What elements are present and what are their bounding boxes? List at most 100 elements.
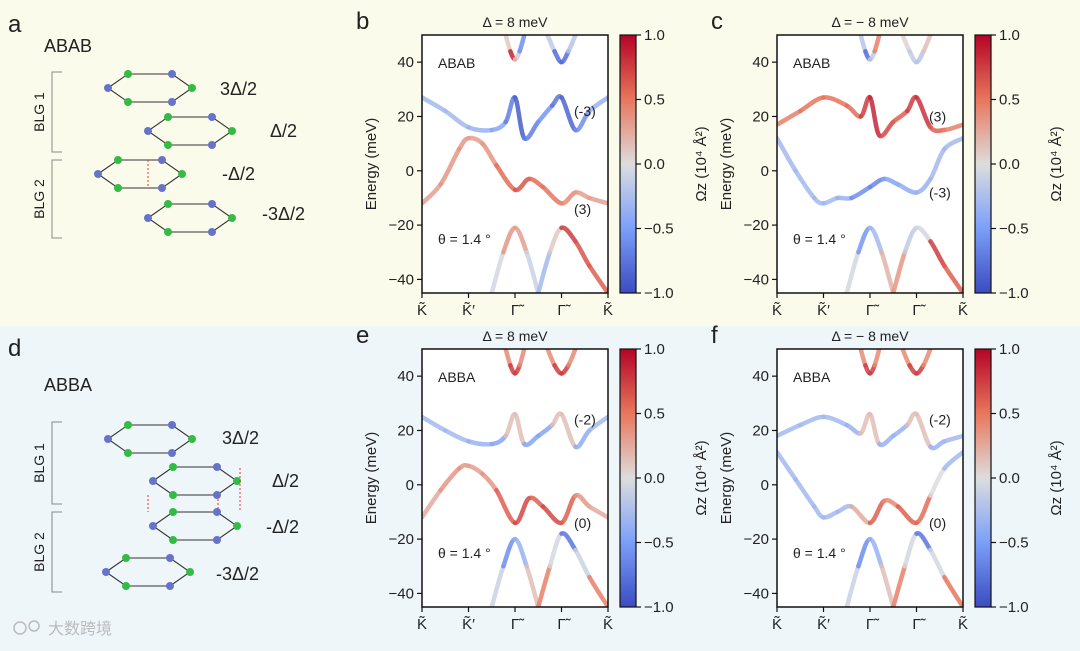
chart-e-band-5-segment	[512, 536, 529, 569]
chart-f-xtick-label: K̃′	[817, 616, 830, 633]
panel-c-letter: c	[711, 8, 723, 35]
panel-a-letter: a	[8, 11, 22, 38]
chart-c-chern-label-1: (3)	[929, 108, 946, 124]
chart-f-colorbar-tick-label: 1.0	[999, 341, 1020, 358]
abab-layer-2-atom	[164, 141, 172, 149]
abab-layer-4-atom	[164, 200, 172, 208]
chart-b-title: Δ = 8 meV	[483, 14, 549, 30]
chart-f-band-5-segment	[867, 536, 884, 569]
chart-f-band-3-segment	[872, 349, 882, 368]
abba-layer-4-ring	[105, 557, 191, 587]
panel-d-structure: d ABBA 3Δ/2 Δ/2 -Δ/2 -3Δ/2 BLG 1 BLG 2	[8, 335, 299, 593]
chart-b-colorbar-tick-label: −0.5	[644, 221, 674, 238]
panel-d-blg1-label: BLG 1	[31, 443, 47, 483]
abab-layer-3-ring	[97, 159, 183, 189]
chart-b-band-5-segment	[489, 250, 506, 293]
chart-b-theta-label: θ = 1.4 °	[438, 231, 491, 247]
chart-e-xtick-label: K̃′	[462, 616, 475, 633]
abab-layer-3-atom	[94, 170, 102, 178]
chart-e-band-2-segment	[422, 487, 443, 520]
abba-layer-3-atom	[233, 522, 241, 530]
abab-layer-2-atom	[208, 113, 216, 121]
chart-b-xtick-label: Γ̃	[511, 302, 525, 319]
chart-e-chern-label-1: (-2)	[574, 412, 596, 428]
chart-f-title: Δ = − 8 meV	[831, 328, 909, 344]
chart-c-band-6-segment	[942, 263, 963, 293]
abba-layer-3-atom	[169, 536, 177, 544]
panel-d-blg2-label: BLG 2	[31, 532, 47, 572]
chart-b-stack-label: ABAB	[438, 55, 475, 71]
chart-f-plot-area	[777, 349, 963, 607]
watermark-icon-2	[28, 620, 40, 632]
chart-e-xtick-label: K̃	[417, 616, 427, 633]
chart-c-colorbar	[974, 34, 992, 294]
chart-b-band-2-segment	[438, 146, 462, 187]
chart-f-band-2-segment	[914, 493, 933, 526]
chart-b-ylabel: Energy (meV)	[363, 118, 380, 211]
chart-b-band-2-segment	[587, 195, 608, 206]
chart-b-xtick-label: K̃′	[462, 302, 475, 319]
chart-f-ytick-label: 40	[752, 368, 769, 385]
chart-f-bands	[777, 349, 963, 607]
panel-d-letter: d	[8, 335, 21, 362]
chart-e-band-2-segment	[480, 471, 499, 493]
chart-f-ytick-label: −40	[744, 585, 769, 602]
abba-layer-1-atom	[124, 421, 132, 429]
chart-e-band-6-segment	[587, 574, 608, 607]
chart-b-band-2-segment	[480, 141, 499, 168]
abba-layer-2-atom	[213, 463, 221, 471]
abab-layer-2-atom	[208, 141, 216, 149]
chart-f-colorbar-tick-label: −0.5	[999, 535, 1029, 552]
abab-layer-2-atom	[228, 127, 236, 135]
chart-b-colorbar-label: Ωz (10⁴ Å²)	[693, 126, 710, 201]
chart-e-band-6-segment	[536, 564, 553, 607]
chart-c-band-5-segment	[844, 250, 861, 293]
abba-layer-3-atom	[213, 508, 221, 516]
watermark: 大数跨境	[13, 619, 112, 638]
chart-b-band-5-segment	[512, 225, 529, 255]
chart-c-ylabel: Energy (meV)	[718, 118, 735, 211]
chart-f-colorbar-tick-label: 0.5	[999, 406, 1020, 423]
chart-f-ytick-label: 20	[752, 422, 769, 439]
chart-f-band-6-segment	[914, 531, 933, 553]
chart-f-band-2-segment	[942, 449, 963, 471]
chart-c-band-3-segment	[872, 35, 882, 54]
chart-e-band-1-segment	[587, 414, 608, 433]
chart-e-ytick-label: −20	[389, 531, 414, 548]
abba-layer-4-atom	[166, 582, 174, 590]
chart-c-colorbar-tick-label: −0.5	[999, 221, 1029, 238]
chart-b-band-4-segment	[566, 35, 578, 54]
panel-f-letter: f	[711, 322, 718, 349]
panel-a-layer-1-label: 3Δ/2	[220, 79, 257, 99]
chart-c-xtick-label: K̃	[958, 302, 968, 319]
chart-c-ytick-label: 20	[752, 108, 769, 125]
chart-c-xtick-label: Γ̃	[866, 302, 880, 319]
chart-b-chern-label-1: (-3)	[574, 103, 596, 119]
chart-b-ytick-label: −20	[389, 217, 414, 234]
chart-c-band-1-segment	[777, 108, 803, 127]
chart-b-band-6-segment	[573, 239, 592, 269]
chart-e-band-2-segment	[587, 504, 608, 520]
chart-f-colorbar-label: Ωz (10⁴ Å²)	[1048, 440, 1065, 515]
abab-layer-1-atom	[124, 70, 132, 78]
chart-b-colorbar-tick-label: 1.0	[644, 27, 665, 44]
abab-layer-1-ring	[107, 73, 193, 103]
abba-layer-1-atom	[168, 449, 176, 457]
abba-layer-1-atom	[104, 435, 112, 443]
abba-layer-2-atom	[213, 491, 221, 499]
chart-b-colorbar	[619, 34, 637, 294]
chart-f-band-2-segment	[777, 449, 798, 482]
abba-layer-2-ring	[152, 466, 238, 496]
chart-e-ytick-label: 20	[397, 422, 414, 439]
abab-layer-1-atom	[168, 70, 176, 78]
chart-f-colorbar-tick-label: 0.0	[999, 470, 1020, 487]
chart-c-band-2-segment	[942, 135, 963, 152]
chart-c-colorbar-tick-label: −1.0	[999, 285, 1029, 302]
abba-layer-3-atom	[213, 536, 221, 544]
abab-layer-3-atom	[114, 184, 122, 192]
panel-d-layer-1-label: 3Δ/2	[222, 428, 259, 448]
panel-e-letter: e	[356, 322, 369, 349]
chart-f-band-4-segment	[921, 349, 933, 368]
